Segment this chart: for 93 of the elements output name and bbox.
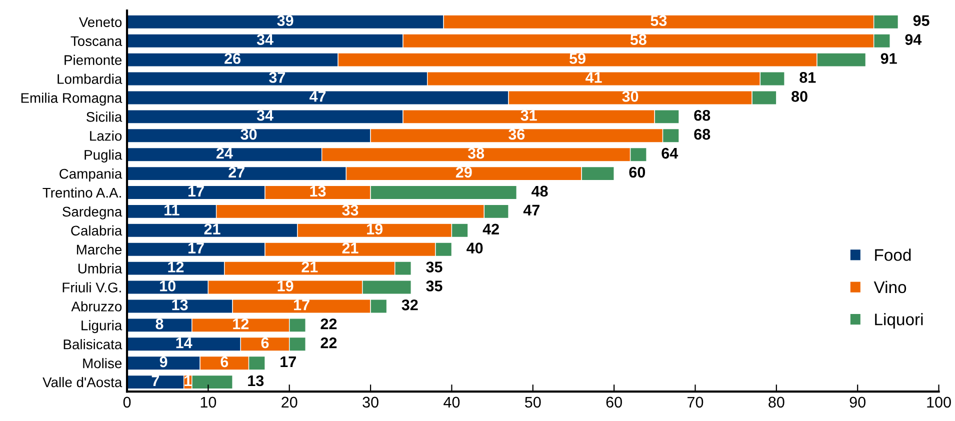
data-label: 13 [310, 186, 326, 197]
total-label: 42 [482, 224, 499, 234]
y-tick-label: Piemonte [64, 54, 122, 65]
data-label: 17 [294, 300, 310, 310]
legend-label: Liquori [875, 313, 923, 329]
x-tick-label: 0 [123, 396, 131, 408]
data-label: 11 [164, 204, 180, 216]
x-tick-label: 80 [768, 396, 784, 408]
total-label: 35 [426, 262, 442, 272]
total-label: 80 [792, 91, 808, 102]
data-label: 41 [586, 72, 602, 83]
x-tick-label: 50 [525, 396, 541, 408]
y-tick-label: Valle d'Aosta [42, 377, 122, 388]
data-label: 31 [520, 110, 537, 121]
data-label: 53 [650, 15, 667, 26]
x-tick-label: 40 [444, 396, 460, 408]
data-label: 14 [176, 338, 192, 348]
y-tick-label: Balisicata [64, 339, 122, 350]
data-label: 10 [160, 280, 176, 292]
data-label: 33 [342, 204, 358, 216]
y-tick-label: Sardegna [62, 206, 122, 220]
y-tick-label: Veneto [78, 17, 122, 28]
data-label: 26 [224, 53, 240, 64]
y-tick-label: Emilia Romagna [21, 92, 122, 106]
y-tick-label: Puglia [84, 150, 122, 162]
total-label: 95 [913, 15, 930, 26]
data-label: 12 [168, 262, 184, 272]
data-label: 19 [367, 224, 383, 235]
x-tick-label: 90 [850, 396, 866, 408]
total-label: 68 [694, 110, 710, 121]
data-label: 13 [172, 300, 188, 310]
total-label: 17 [280, 356, 296, 368]
data-label: 12 [233, 318, 249, 330]
total-label: 91 [880, 53, 897, 64]
x-tick-label: 30 [362, 396, 378, 408]
data-label: 27 [228, 166, 244, 178]
data-label: 17 [188, 242, 204, 254]
data-label: 21 [342, 242, 358, 254]
data-label: 8 [156, 318, 164, 330]
data-label: 24 [216, 148, 233, 159]
total-label: 64 [662, 148, 678, 159]
data-label: 30 [622, 91, 638, 102]
x-tick-label: 70 [688, 396, 704, 408]
total-label: 60 [629, 166, 646, 178]
data-label: 47 [310, 91, 326, 102]
total-label: 48 [532, 186, 548, 197]
y-tick-label: Friuli V.G. [62, 282, 121, 292]
y-tick-label: Campania [60, 168, 122, 182]
data-label: 17 [188, 186, 204, 196]
data-label: 36 [508, 128, 525, 140]
y-tick-label: Sicilia [86, 112, 122, 122]
legend-label: Vino [874, 280, 906, 294]
y-tick-label: Calabria [71, 225, 122, 236]
total-label: 13 [248, 375, 264, 386]
x-tick-label: 100 [927, 396, 951, 408]
total-label: 22 [320, 318, 337, 330]
data-label: 30 [240, 128, 257, 140]
data-label: 6 [220, 356, 228, 368]
total-label: 68 [694, 128, 710, 140]
data-label: 6 [261, 337, 269, 348]
data-label: 34 [256, 34, 274, 45]
total-label: 81 [800, 72, 816, 83]
x-tick-label: 60 [606, 396, 622, 408]
total-label: 94 [905, 34, 922, 45]
data-label: 7 [152, 375, 160, 386]
data-label: 38 [468, 148, 484, 159]
data-label: 29 [456, 166, 472, 178]
y-tick-label: Trentino A.A. [42, 187, 121, 198]
total-label: 47 [523, 204, 540, 216]
data-label: 34 [256, 110, 274, 121]
x-tick-label: 20 [282, 396, 298, 408]
y-tick-label: Marche [76, 244, 122, 255]
y-tick-label: Abruzzo [71, 301, 122, 312]
y-tick-label: Lazio [90, 130, 122, 141]
legend-label: Food [875, 248, 911, 261]
total-label: 22 [320, 337, 337, 348]
y-tick-label: Molise [83, 358, 122, 368]
data-label: 19 [278, 280, 294, 292]
data-label: 39 [277, 15, 294, 26]
y-tick-label: Umbria [78, 263, 122, 274]
y-tick-label: Liguria [82, 320, 122, 334]
total-label: 32 [402, 300, 418, 310]
y-tick-label: Lombardia [58, 74, 122, 84]
x-tick-label: 10 [200, 396, 216, 408]
data-label: 9 [160, 356, 168, 368]
data-label: 59 [570, 53, 586, 64]
data-label: 37 [269, 72, 286, 83]
data-label: 58 [630, 34, 646, 45]
total-label: 40 [466, 242, 483, 254]
total-label: 35 [426, 280, 442, 292]
data-label: 21 [302, 262, 318, 272]
y-tick-label: Toscana [70, 36, 122, 46]
data-label: 21 [204, 224, 220, 234]
